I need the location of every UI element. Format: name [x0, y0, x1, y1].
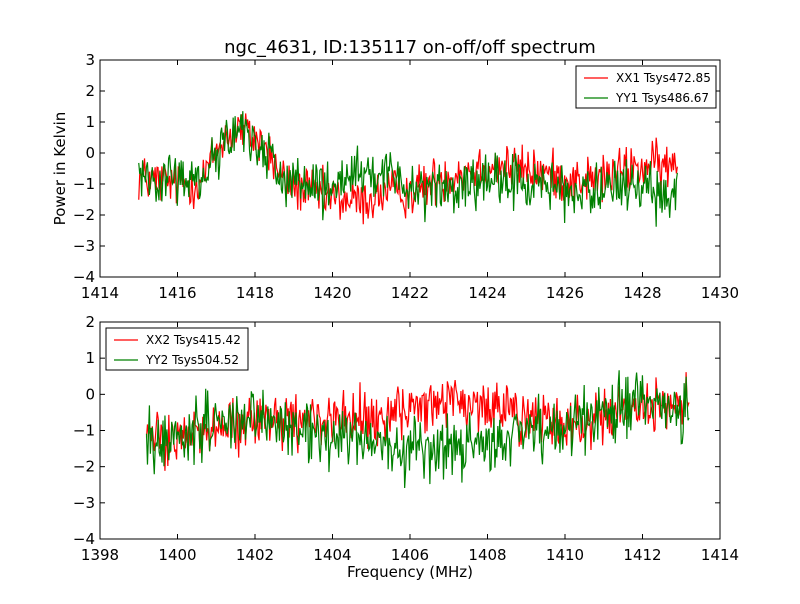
y-tick-label: −2: [73, 206, 95, 224]
x-tick-label: 1414: [701, 546, 739, 564]
series-line-yy1: [138, 111, 678, 227]
x-tick-label: 1430: [701, 284, 739, 302]
x-tick-label: 1428: [623, 284, 661, 302]
x-tick-label: 1422: [391, 284, 429, 302]
x-tick-label: 1420: [313, 284, 351, 302]
x-tick-label: 1410: [546, 546, 584, 564]
y-tick-label: −4: [73, 530, 95, 548]
legend: XX1 Tsys472.85 YY1 Tsys486.67: [575, 65, 717, 109]
y-tick-label: −1: [73, 422, 95, 440]
y-axis-label: Power in Kelvin: [51, 112, 69, 226]
y-tick-label: 0: [85, 144, 95, 162]
x-tick-label: 1418: [236, 284, 274, 302]
y-tick-label: −2: [73, 458, 95, 476]
y-tick-label: 2: [85, 313, 95, 331]
bottom-panel: 1398 1400 1402 1404 1406 1408 1410 1412 1414 −4 −3…: [73, 313, 739, 564]
y-tick-label: 2: [85, 82, 95, 100]
series-line-yy2: [145, 370, 690, 488]
legend-label: XX1 Tsys472.85: [616, 71, 711, 85]
y-tick-label: −4: [73, 268, 95, 286]
x-tick-label: 1398: [81, 546, 119, 564]
y-tick-label: −3: [73, 494, 95, 512]
legend: XX2 Tsys415.42 YY2 Tsys504.52: [105, 327, 249, 371]
legend-label: XX2 Tsys415.42: [146, 333, 241, 347]
legend-box: [105, 327, 249, 371]
x-tick-label: 1424: [468, 284, 506, 302]
y-tick-label: −1: [73, 175, 95, 193]
figure-title: ngc_4631, ID:135117 on-off/off spectrum: [224, 37, 596, 58]
legend-label: YY2 Tsys504.52: [145, 353, 239, 367]
x-tick-label: 1414: [81, 284, 119, 302]
x-tick-label: 1408: [468, 546, 506, 564]
y-tick-label: −3: [73, 237, 95, 255]
y-tick-label: 1: [85, 349, 95, 367]
x-tick-label: 1402: [236, 546, 274, 564]
x-tick-label: 1404: [313, 546, 351, 564]
x-tick-label: 1426: [546, 284, 584, 302]
top-panel: 1414 1416 1418 1420 1422 1424 1426 1428 1430 −4 −3…: [51, 51, 739, 302]
x-axis-label: Frequency (MHz): [347, 563, 473, 581]
legend-label: YY1 Tsys486.67: [615, 91, 709, 105]
x-tick-label: 1412: [623, 546, 661, 564]
y-tick-label: 0: [85, 385, 95, 403]
x-tick-label: 1416: [158, 284, 196, 302]
x-tick-label: 1400: [158, 546, 196, 564]
x-tick-label: 1406: [391, 546, 429, 564]
y-tick-label: 3: [85, 51, 95, 69]
y-tick-label: 1: [85, 113, 95, 131]
legend-box: [575, 65, 717, 109]
